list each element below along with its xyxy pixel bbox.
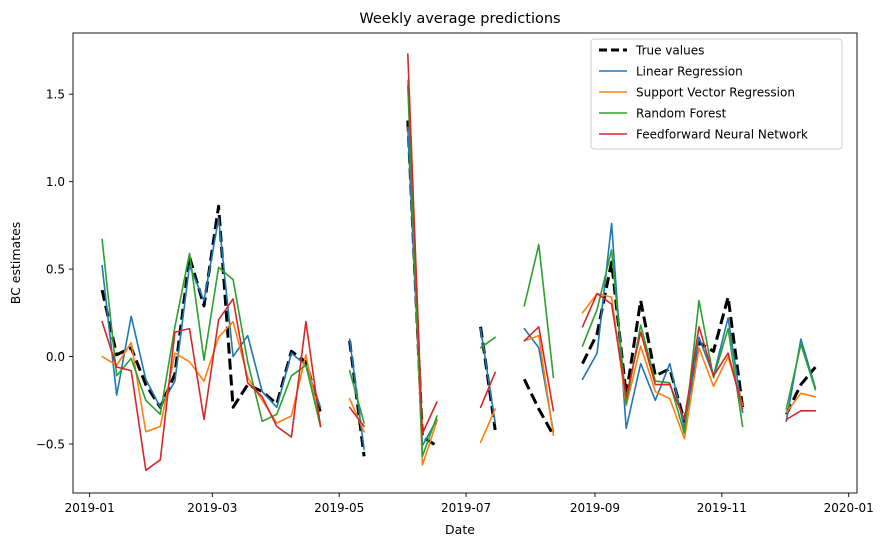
- series-line: [785, 338, 817, 423]
- series-line: [581, 260, 745, 423]
- series-layer: [100, 53, 817, 472]
- series-line: [581, 249, 744, 435]
- legend-label: Linear Regression: [636, 65, 743, 79]
- y-tick-label: 0.5: [46, 263, 65, 277]
- series-line: [522, 378, 555, 437]
- x-axis-label: Date: [445, 522, 475, 537]
- x-tick-label: 2020-01: [824, 501, 874, 515]
- x-axis: 2019-01 2019-03 2019-05 2019-07 2019-09 2019-…: [65, 493, 874, 515]
- series-line: [523, 243, 555, 379]
- series-line: [101, 320, 322, 433]
- series-line: [348, 369, 365, 424]
- x-tick-label: 2019-07: [441, 501, 491, 515]
- series-line: [479, 336, 497, 349]
- series-line: [101, 238, 322, 428]
- x-tick-label: 2019-03: [187, 501, 237, 515]
- legend-label: Feedforward Neural Network: [636, 128, 808, 142]
- series-line: [406, 53, 438, 435]
- series-line: [785, 392, 817, 414]
- x-tick-label: 2019-09: [570, 501, 620, 515]
- series-line: [479, 371, 497, 409]
- series-line: [101, 217, 322, 409]
- series-line: [406, 84, 438, 458]
- y-tick-label: −0.5: [36, 438, 65, 452]
- legend-box: [590, 38, 843, 150]
- series-line: [785, 343, 817, 410]
- legend-label: Random Forest: [636, 107, 727, 121]
- series-feedforward-neural-network: [101, 53, 817, 472]
- y-axis-label: BC estimates: [8, 222, 23, 305]
- legend: True values Linear Regression Support Vect…: [590, 38, 843, 150]
- y-tick-label: 1.0: [46, 175, 65, 189]
- legend-label: True values: [635, 44, 704, 58]
- series-line: [101, 298, 322, 472]
- legend-label: Support Vector Regression: [636, 86, 795, 100]
- series-line: [581, 292, 744, 440]
- chart-title: Weekly average predictions: [359, 11, 560, 27]
- series-line: [581, 292, 744, 421]
- y-tick-label: 1.5: [46, 88, 65, 102]
- series-line: [785, 409, 817, 421]
- x-tick-label: 2019-05: [314, 501, 364, 515]
- y-tick-label: 0.0: [46, 350, 65, 364]
- plot-area-frame: [72, 32, 858, 494]
- series-line: [348, 406, 365, 428]
- x-tick-label: 2019-11: [697, 501, 747, 515]
- series-line: [348, 397, 365, 433]
- x-tick-label: 2019-01: [65, 501, 115, 515]
- series-line: [523, 325, 555, 412]
- series-line: [523, 334, 555, 437]
- series-line: [479, 327, 497, 424]
- series-line: [479, 408, 497, 444]
- y-axis: −0.5 0.0 0.5 1.0 1.5: [36, 88, 73, 452]
- series-random-forest: [101, 84, 817, 458]
